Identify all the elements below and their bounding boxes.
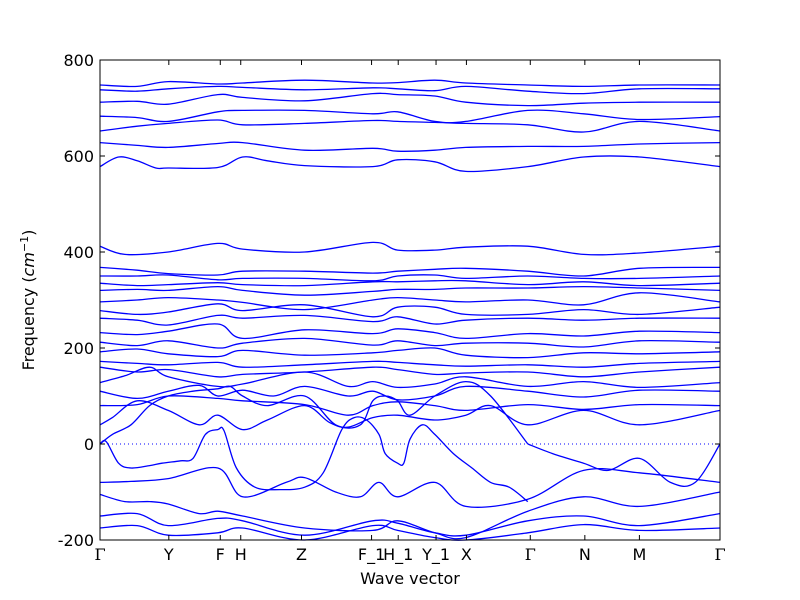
y-tick-label: 200	[63, 339, 94, 358]
phonon-band-4	[99, 109, 721, 124]
phonon-band-17	[99, 337, 721, 349]
plot-background	[100, 60, 720, 540]
y-tick-label: 400	[63, 243, 94, 262]
x-tick-label-6: F_1	[358, 545, 385, 565]
x-tick-label-10: Γ	[525, 545, 536, 564]
y-tick-label: 800	[63, 51, 94, 70]
x-tick-label-11: N	[579, 545, 591, 564]
phonon-band-31	[99, 523, 721, 541]
y-axis-label-exponent: −1	[18, 236, 31, 252]
y-axis-label: Frequency (cm−1)	[18, 230, 38, 371]
phonon-band-5	[99, 119, 721, 133]
phonon-band-15	[99, 314, 721, 326]
y-tick-label: 600	[63, 147, 94, 166]
phonon-band-1	[99, 79, 721, 88]
phonon-band-30	[99, 512, 721, 537]
y-axis-label-suffix: )	[19, 230, 38, 236]
y-axis-ticks: -200 0 200 400 600 800	[58, 51, 720, 550]
band-lines	[99, 79, 721, 541]
x-tick-label-4: H	[235, 545, 247, 564]
phonon-band-28	[99, 466, 721, 508]
x-axis-label: Wave vector	[360, 569, 460, 588]
phonon-band-22	[99, 384, 721, 401]
phonon-band-18	[99, 347, 721, 359]
phonon-band-3	[99, 92, 721, 107]
phonon-band-7	[99, 155, 721, 173]
plot-frame	[99, 59, 721, 541]
phonon-band-27	[527, 443, 721, 487]
x-tick-label-8: Y_1	[421, 545, 450, 565]
phonon-band-23	[99, 395, 721, 416]
x-tick-label-12: M	[632, 545, 646, 564]
x-tick-label-1: Γ	[94, 545, 105, 564]
phonon-band-14	[99, 303, 721, 318]
phonon-band-12	[99, 285, 721, 296]
phonon-band-11	[99, 279, 721, 287]
phonon-band-13	[99, 292, 721, 311]
phonon-band-20	[99, 366, 721, 378]
y-axis-label-unit: cm	[19, 252, 38, 276]
phonon-band-19	[99, 360, 721, 368]
phonon-band-16	[99, 323, 721, 340]
phonon-band-29	[99, 491, 721, 540]
x-tick-label-13: Γ	[714, 545, 725, 564]
x-tick-label-7: H_1	[383, 545, 413, 565]
phonon-band-6	[99, 141, 721, 152]
x-tick-label-2: Y	[163, 545, 174, 564]
y-axis-label-prefix: Frequency (	[19, 276, 38, 370]
phonon-band-8	[99, 241, 721, 256]
x-tick-label-3: F	[216, 545, 225, 564]
phonon-band-26	[99, 416, 529, 503]
phonon-band-2	[99, 85, 721, 95]
x-axis-ticks: Γ Y F H Z F_1H_1 Y_1 X Γ N M Γ	[94, 545, 725, 565]
phonon-band-21	[99, 366, 721, 389]
y-tick-label: 0	[84, 435, 94, 454]
phonon-band-10	[99, 274, 721, 282]
phonon-band-9	[99, 266, 721, 277]
x-tick-label-9: X	[461, 545, 472, 564]
phonon-band-25	[99, 380, 529, 445]
x-tick-label-5: Z	[296, 545, 307, 564]
y-tick-label: -200	[58, 531, 94, 550]
